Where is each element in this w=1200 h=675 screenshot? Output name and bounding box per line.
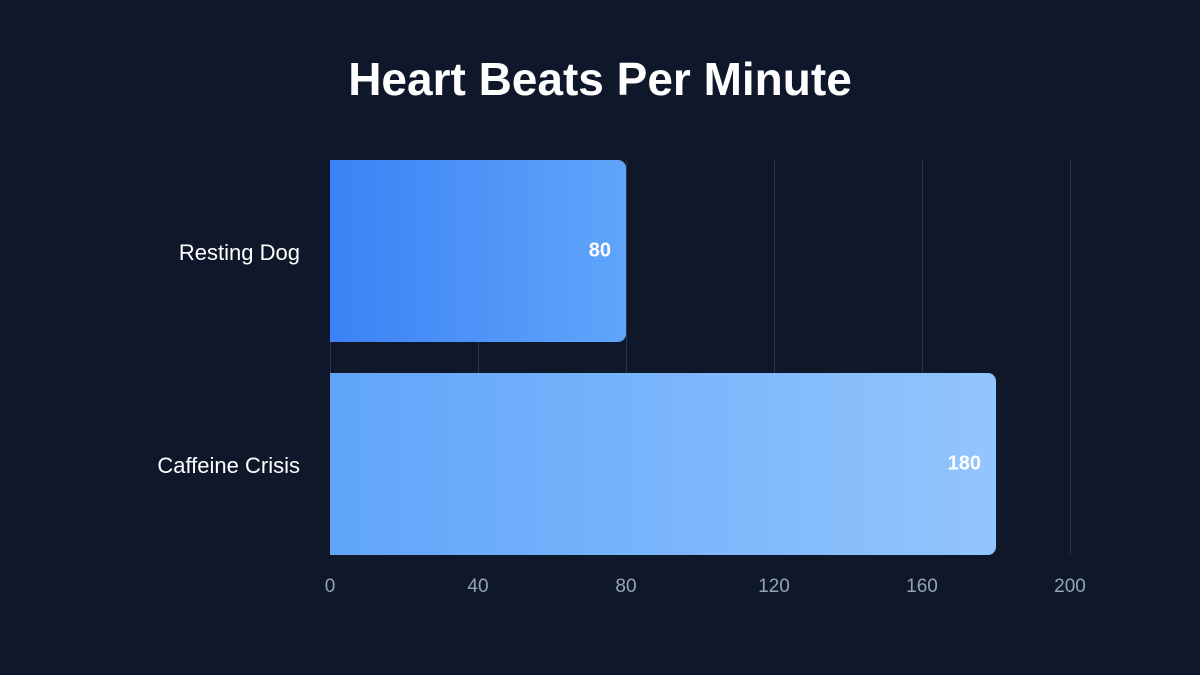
gridline-0 (330, 160, 331, 555)
gridline-120 (774, 160, 775, 555)
x-tick-label: 160 (906, 576, 938, 597)
bar-value-label: 80 (588, 239, 611, 262)
gridline-200 (1070, 160, 1071, 555)
bar-value-label: 180 (947, 452, 981, 475)
x-tick-label: 80 (615, 576, 637, 597)
gridline-40 (478, 160, 479, 555)
gridline-80 (626, 160, 627, 555)
x-tick-label: 40 (467, 576, 489, 597)
plot-area: 80 180 (330, 160, 1071, 555)
category-label-caffeine-crisis: Caffeine Crisis (157, 453, 300, 478)
bar-caffeine-crisis: 180 (330, 373, 996, 555)
x-tick-label: 120 (758, 576, 790, 597)
chart-title: Heart Beats Per Minute (348, 53, 852, 105)
x-tick-label: 0 (324, 576, 336, 597)
bar-resting-dog: 80 (330, 160, 626, 342)
category-label-resting-dog: Resting Dog (178, 240, 300, 265)
gridline-160 (922, 160, 923, 555)
x-tick-label: 200 (1054, 576, 1086, 597)
